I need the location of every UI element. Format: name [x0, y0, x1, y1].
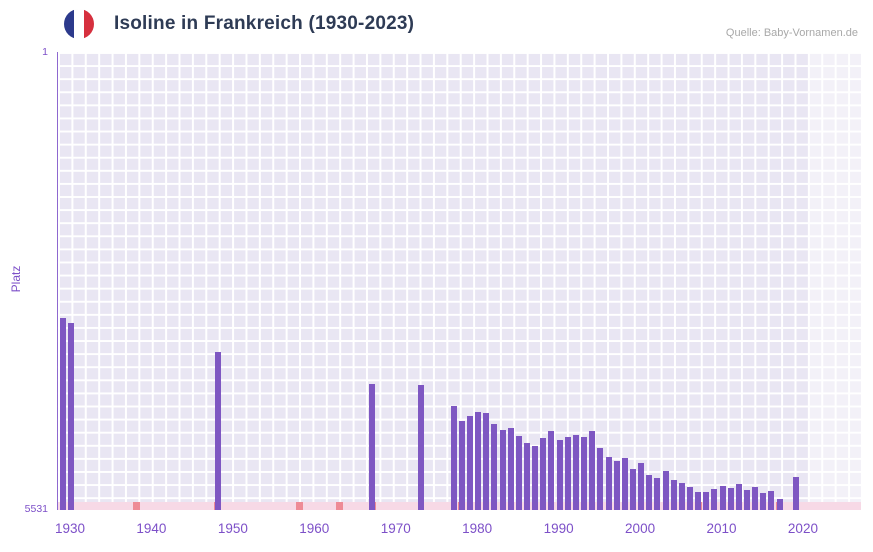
bar-1983[interactable]	[499, 429, 506, 510]
bar-1984[interactable]	[507, 427, 514, 510]
bar-2002[interactable]	[654, 477, 661, 510]
bar-1987[interactable]	[532, 446, 539, 510]
bar-1995[interactable]	[597, 447, 604, 510]
bar-1929[interactable]	[59, 317, 66, 510]
bar-2012[interactable]	[735, 484, 742, 510]
bar-1982[interactable]	[491, 423, 498, 510]
strip-marker-1958	[295, 502, 303, 510]
flag-white-stripe	[74, 9, 84, 39]
y-tick-top: 1	[42, 46, 48, 58]
bar-1993[interactable]	[581, 437, 588, 510]
x-tick-2000: 2000	[625, 521, 656, 536]
bar-1997[interactable]	[613, 461, 620, 510]
x-tick-1950: 1950	[217, 521, 248, 536]
plot-area[interactable]	[57, 52, 861, 510]
bar-2005[interactable]	[678, 482, 685, 510]
bar-2015[interactable]	[760, 493, 767, 510]
bar-1985[interactable]	[515, 436, 522, 510]
bar-1990[interactable]	[556, 440, 563, 510]
bar-1967[interactable]	[369, 384, 376, 510]
bar-2016[interactable]	[768, 490, 775, 510]
bar-1989[interactable]	[548, 431, 555, 510]
bar-2011[interactable]	[727, 487, 734, 510]
x-tick-1980: 1980	[462, 521, 493, 536]
y-tick-bottom: 5531	[24, 503, 48, 515]
flag-blue-stripe	[64, 9, 74, 39]
source-credit: Quelle: Baby-Vornamen.de	[725, 27, 858, 39]
bar-2013[interactable]	[743, 490, 750, 510]
bar-2003[interactable]	[662, 470, 669, 510]
x-tick-1940: 1940	[136, 521, 167, 536]
bar-2001[interactable]	[646, 475, 653, 510]
bar-1994[interactable]	[589, 431, 596, 510]
bar-2008[interactable]	[703, 491, 710, 510]
x-axis-ticks: 1930 1940 1950 1960 1970 1980 1990 2000 2010 2020	[0, 521, 873, 541]
bar-1977[interactable]	[450, 406, 457, 510]
bar-1988[interactable]	[540, 437, 547, 510]
strip-marker-1963	[336, 502, 344, 510]
x-tick-1970: 1970	[380, 521, 411, 536]
bar-1998[interactable]	[621, 457, 628, 510]
bar-2000[interactable]	[638, 462, 645, 510]
bar-1930[interactable]	[68, 322, 74, 510]
bar-1996[interactable]	[605, 456, 612, 510]
bar-1978[interactable]	[458, 421, 465, 510]
bar-2010[interactable]	[719, 485, 726, 510]
bar-2007[interactable]	[695, 491, 702, 510]
bar-2017[interactable]	[776, 499, 783, 510]
x-tick-1990: 1990	[543, 521, 574, 536]
bar-1992[interactable]	[572, 434, 579, 510]
bar-1948[interactable]	[214, 351, 221, 510]
bar-1980[interactable]	[475, 412, 482, 510]
bar-2009[interactable]	[711, 489, 718, 510]
bar-1991[interactable]	[564, 437, 571, 510]
x-tick-2020: 2020	[787, 521, 818, 536]
x-tick-1960: 1960	[299, 521, 330, 536]
bar-1999[interactable]	[629, 469, 636, 510]
y-axis-label: Platz	[9, 265, 23, 293]
x-tick-1930: 1930	[54, 521, 86, 536]
bar-1973[interactable]	[418, 384, 425, 510]
bar-2014[interactable]	[752, 486, 759, 510]
bar-2006[interactable]	[686, 486, 693, 510]
strip-marker-1938	[132, 502, 140, 510]
page-title: Isoline in Frankreich (1930-2023)	[114, 13, 415, 34]
flag-red-stripe	[84, 9, 94, 39]
x-tick-2010: 2010	[706, 521, 737, 536]
bar-2019[interactable]	[792, 476, 799, 510]
bar-2004[interactable]	[670, 480, 677, 510]
bar-1979[interactable]	[467, 416, 474, 510]
france-flag-icon	[64, 9, 94, 39]
bar-1981[interactable]	[483, 413, 490, 510]
bar-1986[interactable]	[524, 442, 531, 510]
future-no-data-band	[808, 52, 861, 510]
